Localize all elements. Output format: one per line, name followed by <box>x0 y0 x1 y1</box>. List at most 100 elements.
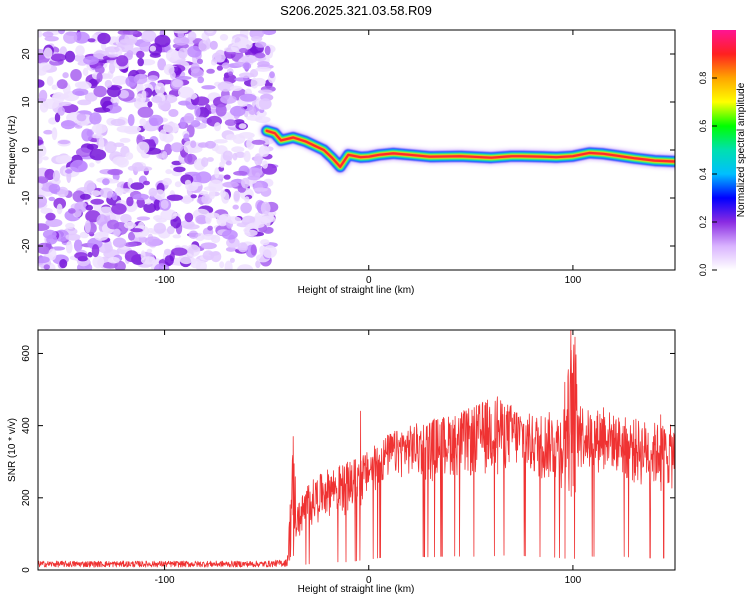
noise-speckle <box>246 115 263 121</box>
noise-speckle <box>166 225 175 235</box>
noise-speckle <box>222 229 238 240</box>
noise-speckle <box>219 34 229 41</box>
noise-speckle <box>198 190 209 196</box>
noise-speckle <box>104 46 120 53</box>
noise-speckle <box>240 93 257 102</box>
noise-speckle <box>44 168 55 181</box>
noise-speckle <box>89 148 107 161</box>
noise-speckle <box>237 242 248 253</box>
noise-speckle <box>76 147 92 158</box>
noise-speckle <box>225 160 232 166</box>
noise-speckle <box>172 234 182 239</box>
frequency-trace-band <box>265 129 675 168</box>
noise-speckle <box>38 223 50 231</box>
x-tick-label: 0 <box>366 575 372 586</box>
noise-speckle <box>84 180 96 194</box>
noise-speckle <box>258 98 272 110</box>
noise-speckle <box>136 50 145 59</box>
noise-speckle <box>209 188 216 200</box>
noise-speckle <box>89 162 95 168</box>
noise-speckle <box>139 118 147 126</box>
noise-speckle <box>144 198 152 205</box>
noise-speckle <box>197 142 209 148</box>
noise-speckle <box>241 177 250 189</box>
noise-speckle <box>190 120 201 128</box>
noise-speckle <box>240 202 252 214</box>
noise-speckle <box>97 32 111 45</box>
noise-speckle <box>50 53 67 62</box>
noise-speckle <box>238 72 255 78</box>
noise-speckle <box>38 256 50 264</box>
noise-speckle <box>254 52 266 59</box>
noise-speckle <box>224 119 237 126</box>
noise-speckle <box>262 160 268 169</box>
x-tick-label: 0 <box>366 275 372 286</box>
noise-speckle <box>197 76 205 84</box>
x-tick-label: 100 <box>565 575 582 586</box>
noise-speckle <box>74 90 85 96</box>
noise-speckle <box>133 193 149 201</box>
noise-speckle <box>61 103 79 114</box>
noise-speckle <box>246 137 255 150</box>
noise-speckle <box>59 259 68 269</box>
colorbar-label: Normalized spectral amplitude <box>736 82 747 217</box>
snr-y-axis: 0 200 400 600 <box>21 345 675 573</box>
noise-speckle <box>70 159 87 173</box>
y-tick-label: 20 <box>21 48 32 60</box>
noise-speckle <box>136 216 151 221</box>
noise-speckle <box>46 76 54 86</box>
spectrogram-x-axis: -100 0 100 <box>155 30 582 286</box>
noise-speckle-region <box>38 30 279 270</box>
noise-speckle <box>38 30 43 38</box>
noise-speckle <box>96 214 108 227</box>
noise-speckle <box>244 196 250 203</box>
noise-speckle <box>93 85 107 98</box>
noise-speckle <box>45 218 63 228</box>
noise-speckle <box>87 251 93 258</box>
noise-speckle <box>38 153 43 164</box>
noise-speckle <box>173 36 190 46</box>
noise-speckle <box>171 247 188 256</box>
noise-speckle <box>98 206 114 216</box>
noise-speckle <box>70 69 82 82</box>
noise-speckle <box>85 204 94 211</box>
noise-speckle <box>174 181 182 188</box>
noise-speckle <box>38 194 48 208</box>
noise-speckle <box>158 100 171 111</box>
noise-speckle <box>166 194 183 201</box>
noise-speckle <box>216 65 223 71</box>
noise-speckle <box>233 170 248 176</box>
snr-series <box>38 330 675 568</box>
noise-speckle <box>185 244 201 257</box>
noise-speckle <box>119 137 131 143</box>
noise-speckle <box>231 146 245 153</box>
noise-speckle <box>60 120 76 130</box>
noise-speckle <box>42 31 54 38</box>
noise-speckle <box>107 191 113 199</box>
noise-speckle <box>254 41 267 48</box>
noise-speckle <box>246 167 263 178</box>
noise-speckle <box>201 157 209 168</box>
noise-speckle <box>92 255 105 269</box>
colorbar-tick-label: 0.4 <box>698 168 708 181</box>
noise-speckle <box>149 52 161 58</box>
noise-speckle <box>76 113 87 122</box>
noise-speckle <box>74 81 87 89</box>
noise-speckle <box>43 264 50 270</box>
noise-speckle <box>59 155 72 163</box>
y-tick-label: 600 <box>21 345 32 362</box>
noise-speckle <box>204 140 216 149</box>
y-tick-label: 0 <box>21 567 32 573</box>
noise-speckle <box>194 96 210 106</box>
noise-speckle <box>38 176 49 184</box>
noise-speckle <box>137 221 145 231</box>
colorbar-ticks: 0.0 0.2 0.4 0.6 0.8 <box>698 72 717 276</box>
colorbar-tick-label: 0.2 <box>698 216 708 229</box>
noise-speckle <box>269 71 275 79</box>
noise-speckle <box>162 177 172 186</box>
noise-speckle <box>214 122 221 132</box>
noise-speckle <box>248 106 257 116</box>
noise-speckle <box>205 30 214 34</box>
